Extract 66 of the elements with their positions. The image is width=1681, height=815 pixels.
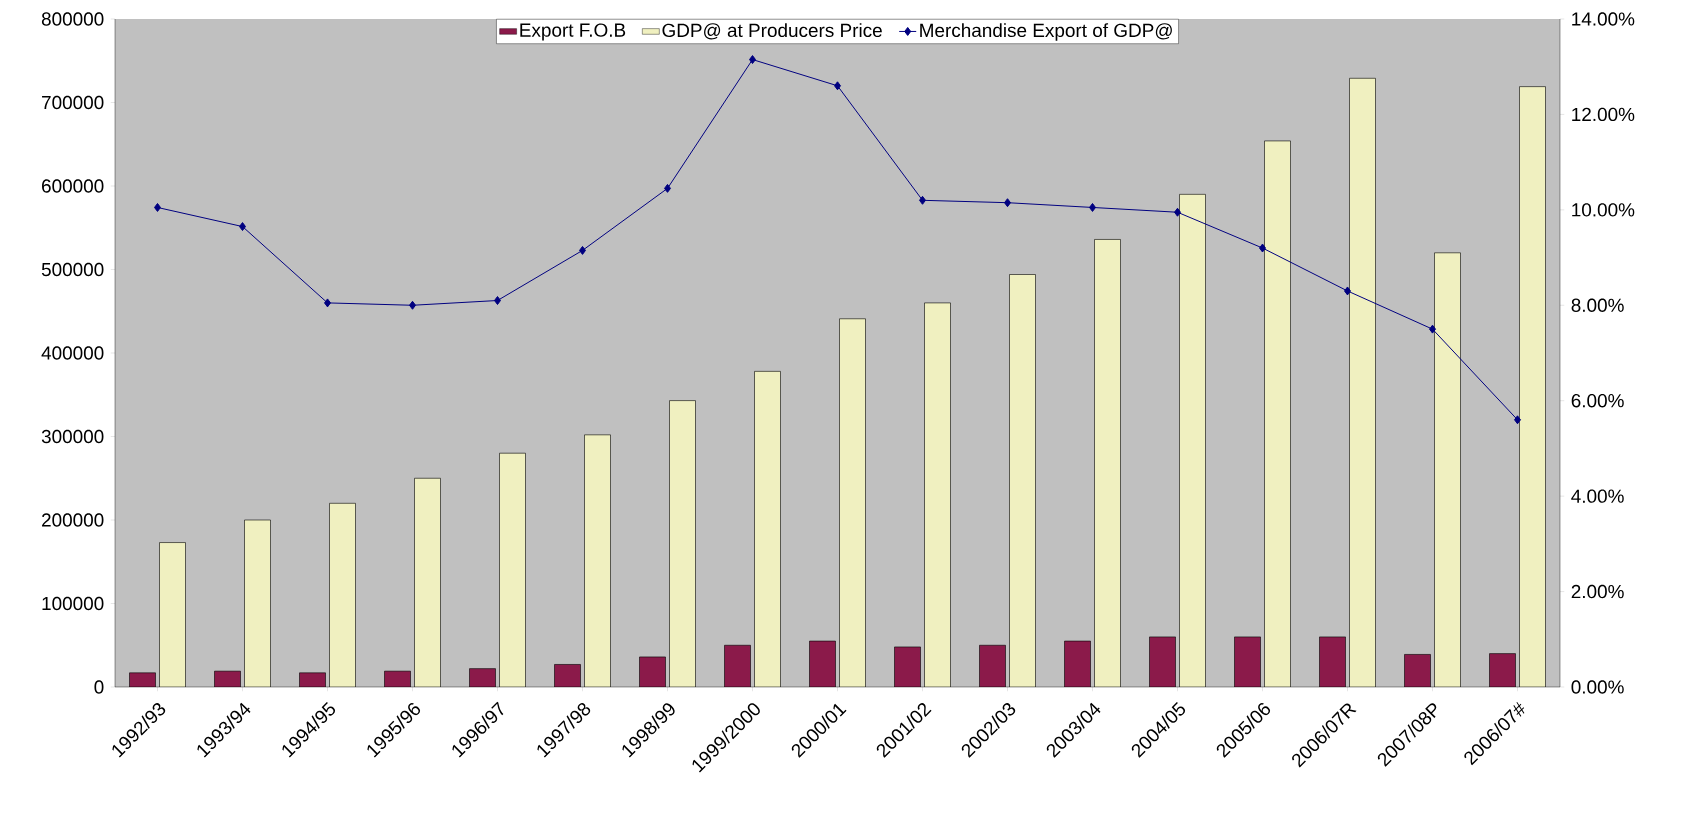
y2-tick-label: 0.00% xyxy=(1571,680,1624,694)
point xyxy=(239,222,246,232)
point xyxy=(1259,243,1266,253)
bar xyxy=(979,645,1006,687)
bar xyxy=(1064,641,1091,687)
bar xyxy=(839,318,866,687)
y-tick-label: 700000 xyxy=(42,95,104,110)
bar xyxy=(1519,86,1546,687)
y2-tick-label: 4.00% xyxy=(1571,489,1624,503)
y-tick-label: 400000 xyxy=(41,346,104,360)
bar xyxy=(1149,636,1176,687)
bar xyxy=(1179,194,1206,687)
point xyxy=(154,202,161,212)
bar xyxy=(1434,252,1461,687)
point xyxy=(1344,286,1351,296)
point xyxy=(919,195,926,205)
point xyxy=(1429,324,1436,334)
bar xyxy=(754,371,781,687)
bar xyxy=(1404,654,1431,687)
y-tick-label: 200000 xyxy=(42,513,104,527)
bar xyxy=(1094,239,1121,687)
y-tick-label: 0 xyxy=(94,680,104,694)
bar xyxy=(1349,78,1376,687)
bar xyxy=(1489,653,1516,687)
y-tick-label: 500000 xyxy=(41,262,104,277)
bar xyxy=(499,453,526,687)
bar xyxy=(809,641,836,687)
bar xyxy=(1234,636,1261,687)
y2-tick-label: 10.00% xyxy=(1572,203,1635,217)
bar xyxy=(1264,140,1291,687)
y2-tick-label: 12.00% xyxy=(1572,107,1635,122)
bar xyxy=(669,400,696,687)
legend-label: Export F.O.B xyxy=(520,23,626,41)
y2-tick-label: 14.00% xyxy=(1572,12,1635,26)
y-tick-label: 800000 xyxy=(41,12,104,26)
y-tick-label: 300000 xyxy=(41,429,104,444)
legend-label: GDP@ at Producers Price xyxy=(662,23,882,40)
bar xyxy=(639,656,666,687)
point xyxy=(494,296,501,305)
point xyxy=(749,55,756,65)
y2-tick-label: 8.00% xyxy=(1571,298,1624,312)
point xyxy=(1089,202,1096,212)
bar xyxy=(244,520,271,687)
bar xyxy=(554,664,581,687)
bar xyxy=(414,478,441,687)
y2-tick-label: 2.00% xyxy=(1571,584,1624,599)
point xyxy=(324,298,331,308)
bar xyxy=(894,646,921,687)
point xyxy=(409,300,416,310)
bar xyxy=(159,542,186,687)
bar xyxy=(1009,274,1036,687)
bar xyxy=(1319,636,1346,687)
point xyxy=(834,81,841,91)
bar xyxy=(724,645,751,687)
y2-tick-label: 6.00% xyxy=(1571,394,1624,408)
point xyxy=(579,245,586,255)
point xyxy=(1004,198,1011,208)
point xyxy=(1514,415,1521,425)
legend-label: Merchandise Export of GDP@ xyxy=(920,23,1172,41)
y-tick-label: 100000 xyxy=(42,596,104,611)
point xyxy=(664,183,671,193)
y-tick-label: 600000 xyxy=(42,179,104,193)
point xyxy=(1174,207,1181,217)
bar xyxy=(924,302,951,687)
bar xyxy=(584,434,611,687)
bar xyxy=(329,503,356,687)
